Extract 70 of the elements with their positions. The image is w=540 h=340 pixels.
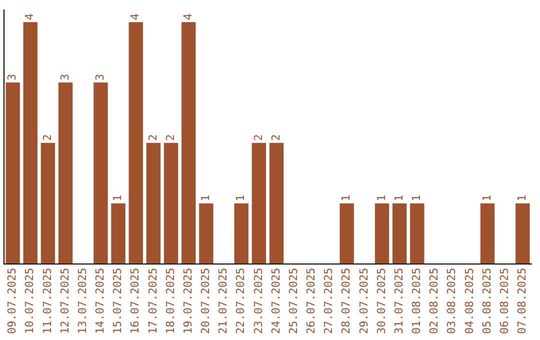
bar xyxy=(269,142,284,264)
x-tick-label: 18.07.2025 xyxy=(164,268,177,334)
bar xyxy=(410,203,424,264)
data-label: 1 xyxy=(392,194,406,202)
bar xyxy=(146,142,161,264)
bar xyxy=(252,142,266,264)
x-tick-label: 19.07.2025 xyxy=(181,268,194,334)
bar xyxy=(234,203,248,264)
bar xyxy=(23,22,38,264)
data-label: 4 xyxy=(181,13,194,20)
x-tick-label: 26.07.2025 xyxy=(304,268,318,334)
x-tick-label: 29.07.2025 xyxy=(357,268,370,334)
x-tick-label: 23.07.2025 xyxy=(252,268,265,334)
bar xyxy=(392,203,407,264)
bar xyxy=(374,203,390,264)
data-label: 1 xyxy=(199,194,212,202)
x-tick-label: 13.07.2025 xyxy=(76,268,89,334)
bar xyxy=(164,142,178,264)
bar xyxy=(6,82,20,264)
x-tick-label: 17.07.2025 xyxy=(146,268,160,334)
data-label: 2 xyxy=(252,134,265,141)
x-tick-label: 22.07.2025 xyxy=(234,268,248,334)
data-label: 1 xyxy=(516,194,529,202)
data-label: 1 xyxy=(340,194,353,202)
x-tick-label: 12.07.2025 xyxy=(58,268,72,334)
data-label: 2 xyxy=(164,134,177,141)
data-label: 2 xyxy=(269,134,282,141)
data-label: 3 xyxy=(58,74,72,81)
data-label: 2 xyxy=(40,134,54,141)
x-tick-label: 31.07.2025 xyxy=(392,268,406,334)
data-label: 2 xyxy=(146,134,160,141)
x-tick-label: 01.08.2025 xyxy=(410,268,424,334)
x-tick-label: 21.07.2025 xyxy=(216,268,230,334)
x-tick-label: 16.07.2025 xyxy=(128,268,142,334)
bar xyxy=(94,82,108,264)
data-label: 1 xyxy=(374,194,388,202)
data-label: 4 xyxy=(23,13,36,20)
x-tick-label: 09.07.2025 xyxy=(6,268,19,334)
bar xyxy=(111,203,126,264)
x-tick-label: 28.07.2025 xyxy=(340,268,353,334)
data-label: 3 xyxy=(94,74,107,81)
x-tick-label: 14.07.2025 xyxy=(94,268,107,334)
bar xyxy=(40,142,56,264)
bar xyxy=(128,22,143,264)
x-tick-label: 06.08.2025 xyxy=(498,268,511,334)
bar xyxy=(516,203,530,264)
x-tick-label: 07.08.2025 xyxy=(516,268,529,334)
x-tick-label: 24.07.2025 xyxy=(269,268,282,334)
data-label: 1 xyxy=(234,194,248,202)
x-tick-label: 10.07.2025 xyxy=(23,268,36,334)
bar xyxy=(58,82,73,264)
data-label: 1 xyxy=(410,194,424,202)
x-tick-label: 02.08.2025 xyxy=(428,268,441,334)
bar xyxy=(480,203,495,264)
x-tick-label: 03.08.2025 xyxy=(445,268,458,334)
x-tick-label: 20.07.2025 xyxy=(199,268,212,334)
bar xyxy=(340,203,354,264)
x-tick-label: 25.07.2025 xyxy=(286,268,300,334)
x-tick-label: 11.07.2025 xyxy=(40,268,54,334)
data-label: 1 xyxy=(480,194,494,202)
bar xyxy=(182,22,196,264)
x-tick-label: 30.07.2025 xyxy=(374,268,388,334)
data-label: 1 xyxy=(111,194,124,202)
data-label: 3 xyxy=(6,74,19,81)
x-tick-label: 27.07.2025 xyxy=(322,268,336,334)
x-tick-label: 04.08.2025 xyxy=(462,268,476,334)
x-tick-label: 15.07.2025 xyxy=(111,268,124,334)
data-label: 4 xyxy=(128,13,142,20)
x-tick-label: 05.08.2025 xyxy=(480,268,494,334)
bar xyxy=(199,203,214,264)
